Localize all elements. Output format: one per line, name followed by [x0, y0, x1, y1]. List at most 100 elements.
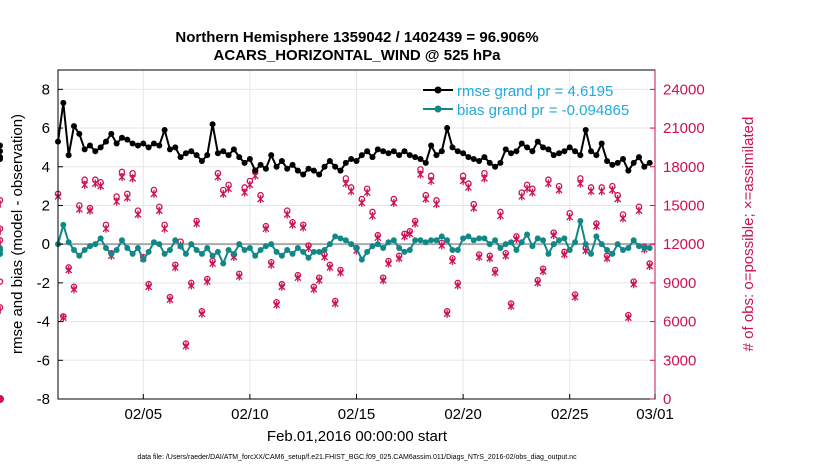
- bias-point: [321, 246, 328, 253]
- obs-assimilated-marker: [150, 189, 158, 198]
- obs-assimilated-marker: [273, 300, 281, 309]
- bias-point: [188, 241, 195, 248]
- bias-point: [76, 252, 83, 259]
- obs-assimilated-marker: [91, 179, 99, 188]
- obs-possible-marker: [0, 278, 4, 285]
- rmse-point: [620, 156, 627, 163]
- bias-point: [630, 237, 637, 244]
- bias-point: [198, 250, 205, 257]
- bias-point: [86, 243, 93, 250]
- rmse-point: [486, 159, 493, 166]
- right-y-tick-label: 18000: [663, 159, 705, 176]
- obs-assimilated-marker: [113, 197, 121, 206]
- bias-point: [156, 241, 163, 248]
- bias-point: [166, 246, 173, 253]
- rmse-point: [60, 99, 67, 106]
- x-tick-label: 02/05: [125, 406, 163, 423]
- rmse-point: [316, 171, 323, 178]
- rmse-point: [102, 138, 109, 145]
- obs-assimilated-marker: [630, 280, 638, 289]
- bias-point: [454, 246, 461, 253]
- obs-assimilated-marker: [550, 231, 558, 240]
- left-y-axis-label: rmse and bias (model - observation): [9, 114, 26, 354]
- right-y-tick-label: 15000: [663, 197, 705, 214]
- obs-assimilated-marker: [134, 210, 142, 219]
- rmse-point: [321, 163, 328, 170]
- rmse-point: [268, 152, 275, 159]
- rmse-point: [0, 142, 3, 149]
- rmse-point: [646, 159, 653, 166]
- right-y-tick-label: 9000: [663, 275, 696, 292]
- bias-point: [161, 250, 168, 257]
- obs-assimilated-marker: [401, 232, 408, 241]
- bias-point: [230, 250, 237, 257]
- rmse-point: [433, 152, 440, 159]
- rmse-point: [561, 148, 568, 155]
- rmse-point: [262, 165, 269, 172]
- bias-point: [225, 246, 232, 253]
- rmse-point: [518, 140, 525, 147]
- bias-point: [380, 245, 387, 252]
- bias-point: [241, 246, 248, 253]
- rmse-point: [214, 150, 221, 157]
- rmse-point: [385, 150, 392, 157]
- rmse-point: [204, 152, 211, 159]
- rmse-point: [81, 146, 88, 153]
- left-y-tick-label: -8: [37, 391, 50, 408]
- bias-point: [417, 237, 424, 244]
- rmse-point: [134, 142, 141, 149]
- rmse-point: [422, 159, 429, 166]
- bias-point: [390, 237, 397, 244]
- obs-assimilated-marker: [171, 263, 179, 272]
- obs-assimilated-marker: [534, 278, 542, 287]
- rmse-point: [438, 148, 445, 155]
- rmse-point: [209, 121, 216, 128]
- bias-point: [529, 243, 536, 250]
- bias-point: [609, 250, 616, 257]
- rmse-point: [358, 152, 365, 159]
- rmse-point: [513, 148, 520, 155]
- left-y-tick-label: 0: [42, 236, 50, 253]
- bias-point: [305, 254, 312, 261]
- obs-assimilated-marker: [438, 241, 446, 250]
- obs-assimilated-marker: [358, 198, 366, 207]
- rmse-point: [86, 142, 93, 149]
- obs-assimilated-marker: [427, 176, 435, 185]
- obs-assimilated-marker: [81, 180, 89, 189]
- bias-point: [81, 246, 88, 253]
- bias-point: [268, 241, 275, 248]
- rmse-point: [609, 161, 616, 168]
- obs-assimilated-marker: [422, 195, 430, 204]
- obs-assimilated-marker: [507, 302, 515, 311]
- obs-assimilated-marker: [145, 282, 153, 291]
- obs-assimilated-marker: [502, 251, 510, 260]
- x-tick-label: 02/20: [444, 406, 482, 423]
- rmse-point: [241, 159, 248, 166]
- obs-assimilated-marker: [555, 185, 563, 194]
- rmse-point: [630, 159, 637, 166]
- rmse-point: [449, 144, 456, 151]
- bias-point: [204, 245, 211, 252]
- obs-assimilated-marker: [257, 195, 265, 204]
- obs-assimilated-marker: [635, 206, 643, 215]
- obs-assimilated-marker: [0, 395, 4, 403]
- rmse-point: [390, 148, 397, 155]
- rmse-point: [342, 159, 349, 166]
- x-axis: 02/05 02/10 02/15 02/20 02/25 03/01: [125, 394, 674, 423]
- rmse-point: [230, 146, 237, 153]
- left-y-tick-label: -2: [37, 275, 50, 292]
- bias-point: [262, 243, 269, 250]
- bias-point: [326, 241, 333, 248]
- obs-assimilated-marker: [406, 229, 414, 238]
- bias-point: [582, 241, 589, 248]
- obs-assimilated-marker: [587, 187, 595, 196]
- rmse-point: [492, 163, 499, 170]
- rmse-point: [326, 157, 333, 164]
- rmse-point: [172, 144, 179, 151]
- bias-point: [561, 235, 568, 242]
- bias-point: [193, 246, 200, 253]
- obs-assimilated-marker: [592, 222, 600, 231]
- bias-point: [598, 241, 605, 248]
- obs-assimilated-marker: [225, 184, 233, 193]
- rmse-point: [294, 167, 301, 174]
